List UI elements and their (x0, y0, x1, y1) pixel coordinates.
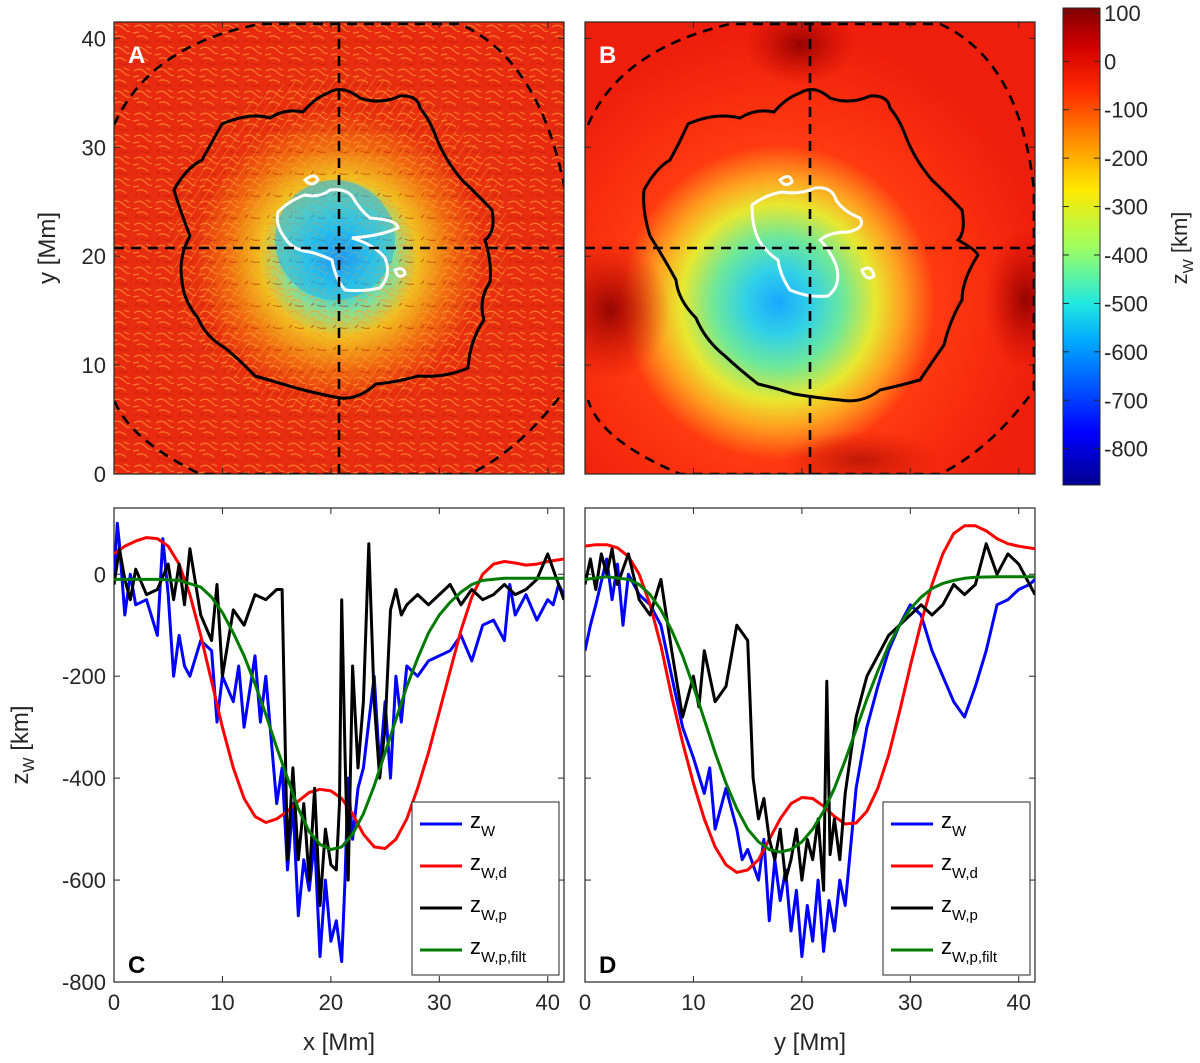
panel-d-legend: zW zW,d zW,p zW,p,filt (882, 801, 1031, 976)
panel-c-ylabel: zW [km] (7, 705, 38, 784)
x-tick-label: 20 (790, 990, 814, 1015)
series-line-z-w-p (585, 542, 1035, 892)
legend-entry: zW,d (941, 850, 978, 882)
panel-b-solid-contour (642, 87, 980, 403)
legend-entry: zW,p,filt (470, 934, 527, 966)
panel-d-xlabel: y [Mm] (774, 1029, 846, 1056)
colorbar-ticks: 100 0 -100 -200 -300 -400 -500 -600 -700 -800 (1063, 1, 1148, 462)
panel-b-contours (586, 22, 1035, 474)
panel-b-axes (584, 22, 1035, 475)
panel-b: B (584, 21, 1036, 475)
x-tick-label: 0 (579, 990, 591, 1015)
y-tick-label: 20 (82, 244, 106, 269)
y-tick-label: 0 (94, 462, 106, 487)
series-line-z-w (114, 521, 564, 964)
y-tick-label: 40 (82, 26, 106, 51)
x-tick-label: 40 (535, 990, 559, 1015)
colorbar-tick-label: 100 (1104, 1, 1141, 26)
series-line-z-w-p-filt (585, 575, 1035, 854)
y-tick-label: 0 (94, 562, 106, 587)
y-tick-label: -600 (62, 868, 106, 893)
y-tick-label: -400 (62, 766, 106, 791)
panel-a-solid-contour (172, 87, 495, 400)
legend-entry: zW,p (470, 892, 507, 924)
legend-entry: zW,p,filt (941, 934, 998, 966)
y-tick-label: 30 (82, 135, 106, 160)
panel-c-xlabel: x [Mm] (303, 1029, 375, 1056)
panel-b-frame (584, 21, 1036, 475)
series-line-z-w-p-filt (114, 576, 564, 851)
y-tick-label: -800 (62, 970, 106, 995)
panel-b-dashed-contour (586, 22, 1035, 474)
colorbar-gradient (1062, 7, 1101, 486)
panel-b-label: B (599, 42, 616, 69)
panel-b-umbra-contour (750, 186, 863, 298)
colorbar-label: zW [km] (1167, 212, 1197, 285)
colorbar: 100 0 -100 -200 -300 -400 -500 -600 -700 -800 zW … (1062, 1, 1197, 486)
panel-c-label: C (128, 952, 145, 979)
panel-a-label: A (128, 42, 145, 69)
x-tick-label: 30 (427, 990, 451, 1015)
series-line-z-w-d (114, 536, 564, 850)
legend-entry: zW,p (941, 892, 978, 924)
panel-d-axes: 0 10 20 30 40 (579, 508, 1035, 1015)
panel-d: 0 10 20 30 40 zW zW,d zW,p zW,p,filt D y [Mm] (579, 507, 1036, 1056)
panel-d-label: D (599, 952, 616, 979)
panel-c-axes: 0 10 20 30 40 0 -200 -400 -600 -800 (62, 508, 564, 1015)
panel-a-dashed-contour (114, 22, 564, 474)
series-line-z-w-p (114, 542, 564, 907)
x-tick-label: 10 (681, 990, 705, 1015)
y-tick-label: -200 (62, 664, 106, 689)
legend-entry: zW (941, 808, 967, 840)
colorbar-tick-label: -500 (1104, 291, 1148, 316)
colorbar-tick-label: -400 (1104, 243, 1148, 268)
panel-d-series (585, 524, 1035, 958)
legend-entry: zW,d (470, 850, 507, 882)
colorbar-tick-label: -200 (1104, 146, 1148, 171)
panel-c-series (114, 521, 564, 964)
colorbar-tick-label: 0 (1104, 49, 1116, 74)
colorbar-tick-label: -300 (1104, 195, 1148, 220)
panel-a: A 0 10 20 30 40 (82, 21, 565, 487)
panel-a-contours (114, 22, 564, 474)
colorbar-tick-label: -700 (1104, 388, 1148, 413)
x-tick-label: 10 (210, 990, 234, 1015)
panel-a-frame (113, 21, 565, 475)
x-tick-label: 20 (319, 990, 343, 1015)
panel-a-umbra-contour (275, 188, 400, 293)
panel-c-legend: zW zW,d zW,p zW,p,filt (411, 801, 560, 976)
series-line-z-w-d (585, 524, 1035, 874)
y-tick-label: 10 (82, 353, 106, 378)
x-tick-label: 30 (898, 990, 922, 1015)
colorbar-tick-label: -600 (1104, 340, 1148, 365)
panel-a-ylabel: y [Mm] (34, 212, 61, 284)
x-tick-label: 0 (108, 990, 120, 1015)
panel-a-axes: 0 10 20 30 40 (82, 22, 564, 487)
x-tick-label: 40 (1006, 990, 1030, 1015)
legend-entry: zW (470, 808, 496, 840)
colorbar-tick-label: -800 (1104, 437, 1148, 462)
colorbar-tick-label: -100 (1104, 98, 1148, 123)
panel-c: 0 10 20 30 40 0 -200 -400 -600 -800 zW zW,d zW,p zW,… (7, 507, 565, 1056)
